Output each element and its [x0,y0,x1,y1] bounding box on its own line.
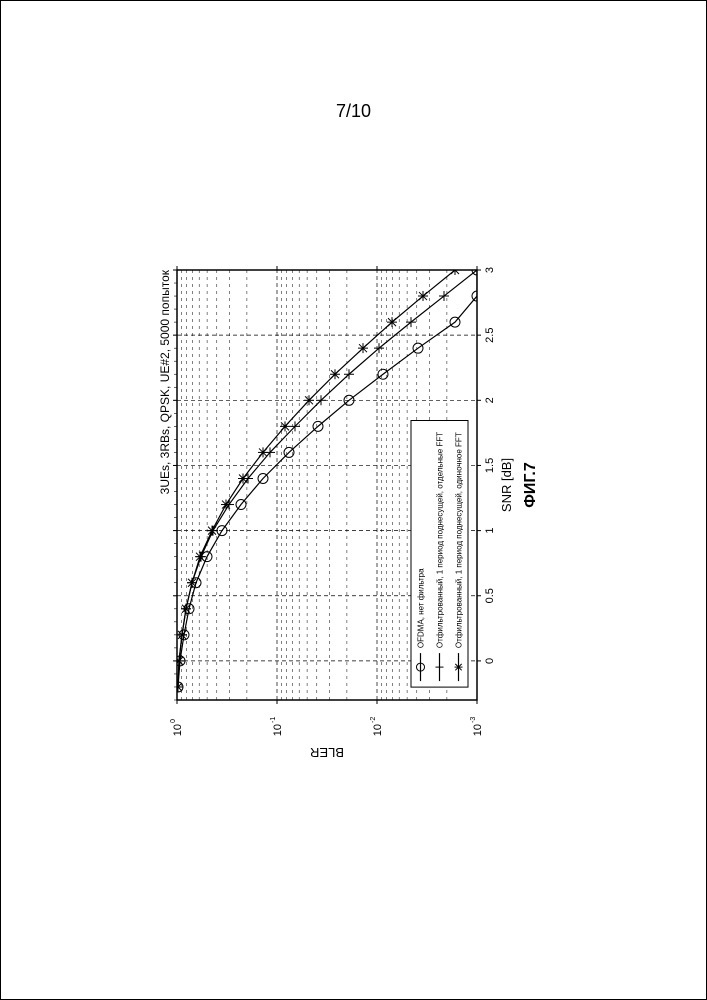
svg-text:3UEs, 3RBs, QPSK, UE#2, 5000 п: 3UEs, 3RBs, QPSK, UE#2, 5000 попыток [158,269,172,494]
svg-text:10: 10 [172,724,184,736]
svg-text:SNR [dB]: SNR [dB] [499,458,514,512]
svg-text:1.5: 1.5 [484,458,496,473]
svg-text:10: 10 [272,724,284,736]
svg-text:10: 10 [372,724,384,736]
svg-text:2: 2 [484,397,496,403]
svg-text:1: 1 [484,528,496,534]
svg-text:Отфильтрованный, 1 период подн: Отфильтрованный, 1 период поднесущей, от… [435,432,444,648]
svg-text:10: 10 [472,724,484,736]
svg-text:0: 0 [484,658,496,664]
svg-text:-1: -1 [269,717,277,723]
page-number: 7/10 [1,101,706,122]
svg-text:Отфильтрованный, 1 период подн: Отфильтрованный, 1 период поднесущей, од… [454,432,463,648]
svg-text:BLER: BLER [310,745,344,760]
svg-text:-3: -3 [469,717,477,723]
bler-chart: 10010-110-210-300.511.522.533UEs, 3RBs, … [149,230,559,770]
page: 7/10 10010-110-210-300.511.522.533UEs, 3… [0,0,707,1000]
figure: 10010-110-210-300.511.522.533UEs, 3RBs, … [149,230,559,770]
svg-text:-2: -2 [369,717,377,723]
svg-text:2.5: 2.5 [484,328,496,343]
svg-text:0: 0 [169,719,177,723]
svg-text:0.5: 0.5 [484,588,496,603]
svg-text:3: 3 [484,267,496,273]
svg-text:OFDMA, нет фильтра: OFDMA, нет фильтра [416,568,425,648]
svg-text:ФИГ.7: ФИГ.7 [522,462,539,508]
